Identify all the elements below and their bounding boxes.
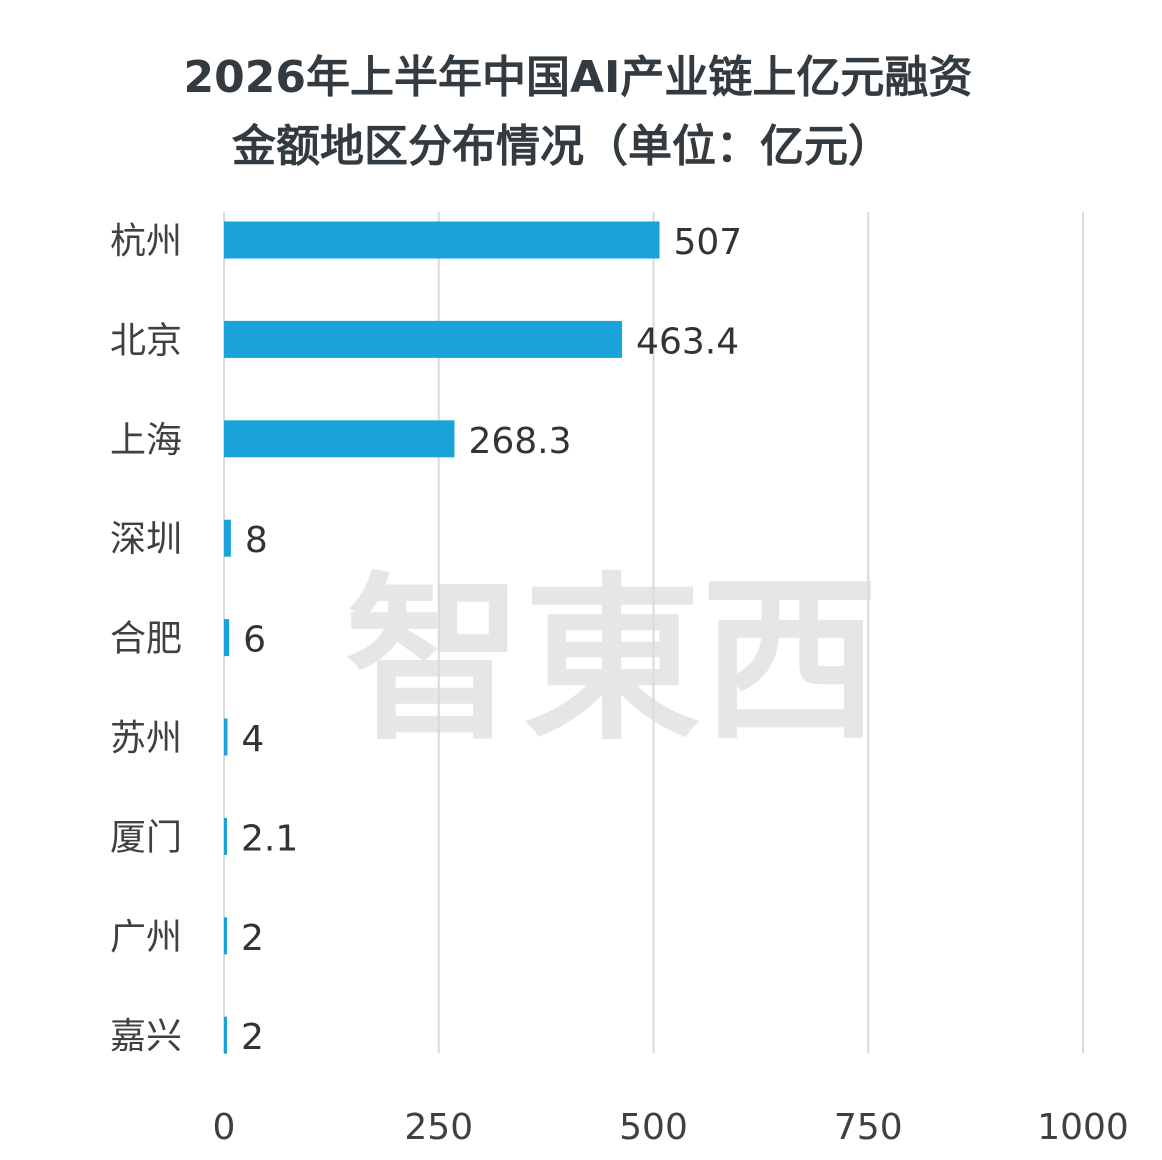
data-label: 4 [241, 719, 264, 760]
data-label: 2.1 [241, 818, 298, 859]
chart-title-line-1: 2026年上半年中国AI产业链上亿元融资 [184, 52, 973, 103]
bars [224, 221, 660, 1054]
category-label: 上海 [110, 420, 182, 461]
chart-title: 2026年上半年中国AI产业链上亿元融资 金额地区分布情况（单位：亿元） [184, 52, 973, 172]
x-tick-label: 250 [404, 1107, 473, 1148]
data-label: 2 [241, 1017, 264, 1058]
chart-title-line-2: 金额地区分布情况（单位：亿元） [231, 121, 892, 172]
category-label: 北京 [110, 320, 182, 361]
category-label: 深圳 [110, 519, 182, 560]
data-label: 268.3 [468, 421, 571, 462]
category-label: 广州 [110, 917, 182, 958]
watermark-text: 智東西 [345, 557, 879, 764]
category-label: 厦门 [110, 817, 182, 858]
data-label: 6 [243, 620, 266, 661]
bar [224, 519, 231, 557]
data-label: 2 [241, 918, 264, 959]
category-label: 嘉兴 [110, 1016, 182, 1057]
bar [224, 718, 228, 756]
data-label: 507 [674, 222, 743, 263]
category-label: 苏州 [110, 718, 182, 759]
x-tick-label: 0 [213, 1107, 236, 1148]
bar [224, 221, 660, 259]
category-label: 合肥 [110, 619, 182, 660]
data-label: 463.4 [636, 321, 739, 362]
x-tick-label: 1000 [1037, 1107, 1129, 1148]
bar [224, 817, 227, 855]
bar [224, 619, 230, 657]
bar [224, 420, 455, 458]
x-tick-label: 500 [619, 1107, 688, 1148]
bar [224, 1016, 227, 1054]
bar [224, 320, 623, 358]
bar [224, 917, 227, 955]
data-label: 8 [245, 520, 268, 561]
x-tick-label: 750 [834, 1107, 903, 1148]
value-labels: 507 463.4 268.3 8 6 4 2.1 2 2 [241, 222, 742, 1058]
x-axis-tick-labels: 0 250 500 750 1000 [213, 1107, 1129, 1148]
category-label: 杭州 [110, 221, 182, 262]
watermark-logo: 智東西 [345, 557, 879, 764]
